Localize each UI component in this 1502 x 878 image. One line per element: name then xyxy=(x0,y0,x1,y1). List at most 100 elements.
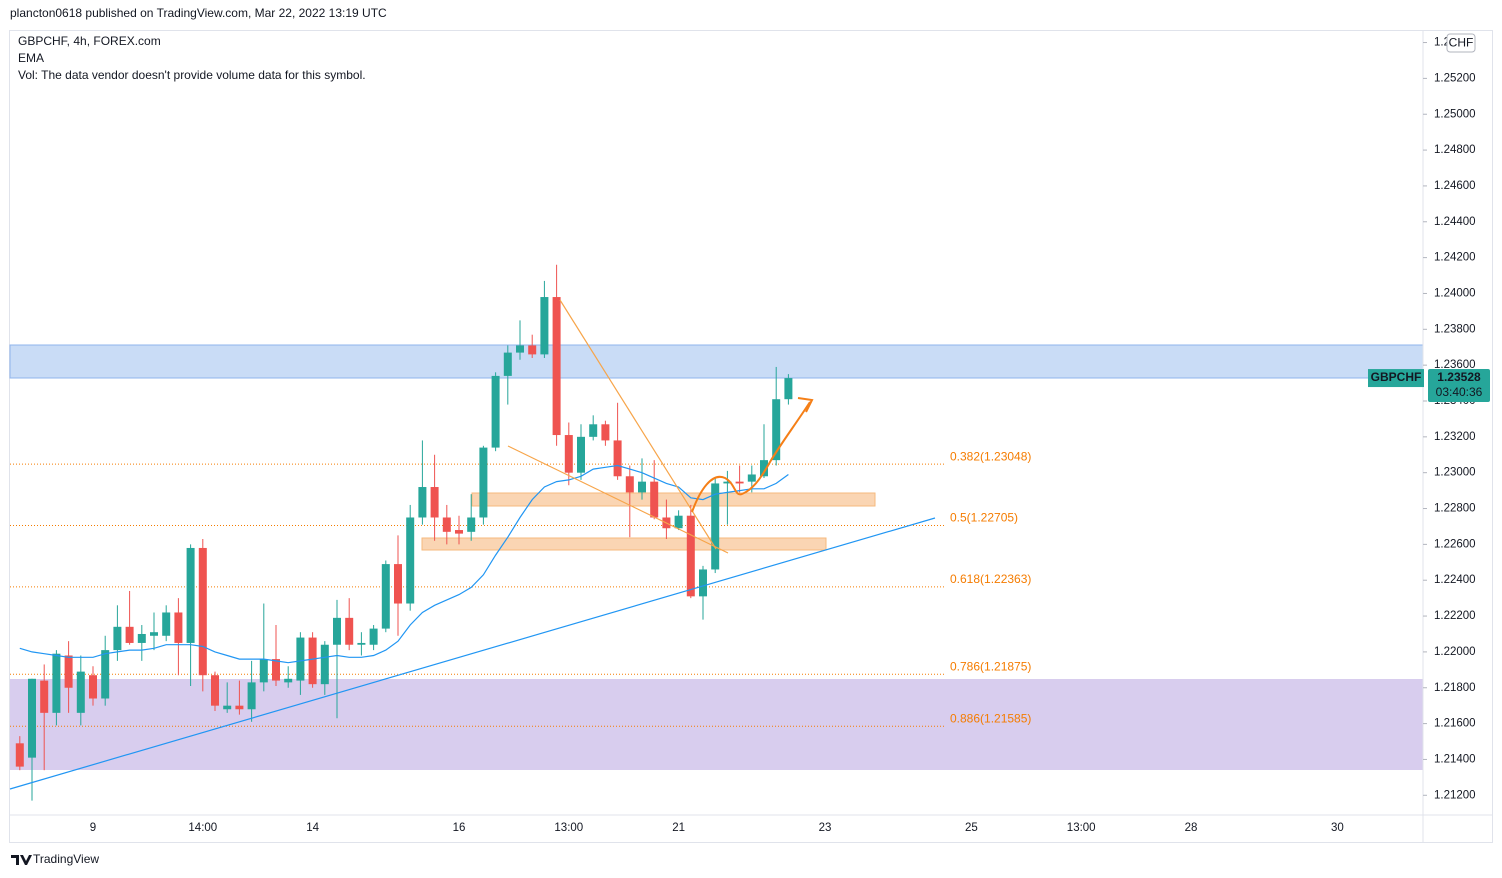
y-tick-label: 1.25000 xyxy=(1434,108,1476,120)
fib-label: 0.382(1.23048) xyxy=(950,449,1031,463)
candle-body xyxy=(174,612,183,643)
y-tick-label: 1.24400 xyxy=(1434,216,1476,228)
y-tick-label: 1.23200 xyxy=(1434,431,1476,443)
fib-label: 0.618(1.22363) xyxy=(950,572,1031,586)
candle-body xyxy=(760,460,768,477)
candle-body xyxy=(430,487,439,518)
x-tick-label: 14:00 xyxy=(188,822,217,834)
candle-body xyxy=(381,564,390,629)
y-tick-label: 1.22600 xyxy=(1434,538,1476,550)
currency-label: CHF xyxy=(1449,36,1474,50)
candle-body xyxy=(747,474,756,482)
x-tick-label: 28 xyxy=(1185,822,1198,834)
candle-body xyxy=(406,517,415,604)
fib-label: 0.786(1.21875) xyxy=(950,659,1031,673)
symbol-badge-label: GBPCHF xyxy=(1371,370,1422,384)
x-tick-label: 23 xyxy=(819,822,832,834)
last-price-box xyxy=(1428,369,1490,403)
brand-logo xyxy=(11,855,32,865)
candle-body xyxy=(259,659,268,683)
candle-body xyxy=(455,530,463,534)
arrow-head xyxy=(797,397,814,413)
x-tick-label: 13:00 xyxy=(1067,822,1096,834)
candle-body xyxy=(601,424,610,441)
candle-body xyxy=(308,637,317,685)
candle-body xyxy=(272,659,280,681)
candle-body xyxy=(113,626,122,651)
trend-line xyxy=(9,517,936,790)
currency-badge[interactable] xyxy=(1446,33,1476,53)
wedge-line xyxy=(507,445,729,554)
candle-body xyxy=(186,547,195,643)
candle-body xyxy=(711,483,720,570)
y-tick-label: 1.24600 xyxy=(1434,180,1476,192)
y-tick-label: 1.24000 xyxy=(1434,287,1476,299)
x-tick-label: 21 xyxy=(672,822,685,834)
chart-frame xyxy=(9,30,1493,843)
candle-body xyxy=(369,628,378,645)
candle-body xyxy=(223,705,232,710)
legend-symbol: GBPCHF, 4h, FOREX.com xyxy=(18,34,161,48)
candle-body xyxy=(503,352,512,376)
wedge-line xyxy=(559,299,717,550)
candle-body xyxy=(162,612,171,636)
zone-box xyxy=(421,537,827,551)
y-tick-label: 1.21600 xyxy=(1434,718,1476,730)
x-tick-label: 14 xyxy=(306,822,319,834)
candle-body xyxy=(198,547,207,676)
candle-body xyxy=(674,515,683,529)
y-tick-label: 1.21400 xyxy=(1434,753,1476,765)
y-tick-label: 1.23800 xyxy=(1434,323,1476,335)
y-tick-label: 1.22000 xyxy=(1434,646,1476,658)
y-tick-label: 1.24800 xyxy=(1434,144,1476,156)
y-tick-label: 1.24200 xyxy=(1434,252,1476,264)
y-tick-label: 1.25200 xyxy=(1434,72,1476,84)
candle-body xyxy=(296,637,305,681)
candle-body xyxy=(467,517,476,532)
candle-body xyxy=(76,671,85,713)
candle-body xyxy=(650,481,659,518)
candle-body xyxy=(442,517,451,532)
x-tick-label: 25 xyxy=(965,822,978,834)
candle-body xyxy=(625,476,634,493)
candle-body xyxy=(577,436,585,473)
candle-body xyxy=(64,655,73,688)
candle-body xyxy=(686,515,695,597)
fib-label: 0.5(1.22705) xyxy=(950,511,1018,525)
legend-ema: EMA xyxy=(18,51,44,65)
candle-body xyxy=(735,481,744,484)
y-tick-label: 1.21800 xyxy=(1434,682,1476,694)
candle-body xyxy=(784,378,793,400)
candle-body xyxy=(564,435,573,473)
candle-body xyxy=(15,743,24,767)
candle-body xyxy=(320,644,329,685)
candle-body xyxy=(772,399,781,461)
y-tick-label: 1.22800 xyxy=(1434,503,1476,515)
candle-body xyxy=(235,705,244,710)
candle-body xyxy=(394,564,402,604)
x-tick-label: 16 xyxy=(453,822,466,834)
candle-body xyxy=(28,678,36,758)
candle-body xyxy=(284,678,293,683)
candle-body xyxy=(699,569,707,597)
candle-body xyxy=(247,682,256,710)
y-tick-label: 1.23000 xyxy=(1434,467,1476,479)
candle-body xyxy=(418,487,427,518)
forecast-arrow xyxy=(691,401,811,513)
y-tick-label: 1.22400 xyxy=(1434,574,1476,586)
y-tick-label: 1.21200 xyxy=(1434,789,1476,801)
candle-body xyxy=(540,297,549,355)
x-tick-label: 9 xyxy=(90,822,96,834)
candle-body xyxy=(589,424,598,437)
ema-line xyxy=(19,464,789,664)
y-tick-label: 1.23600 xyxy=(1434,359,1476,371)
candle-body xyxy=(125,626,134,643)
y-tick-label: 1.22200 xyxy=(1434,610,1476,622)
fib-label: 0.886(1.21585) xyxy=(950,711,1031,725)
candle-body xyxy=(638,481,646,493)
zone-box xyxy=(471,492,876,507)
candle-body xyxy=(211,675,219,706)
candle-body xyxy=(89,675,97,699)
candle-body xyxy=(101,650,110,699)
